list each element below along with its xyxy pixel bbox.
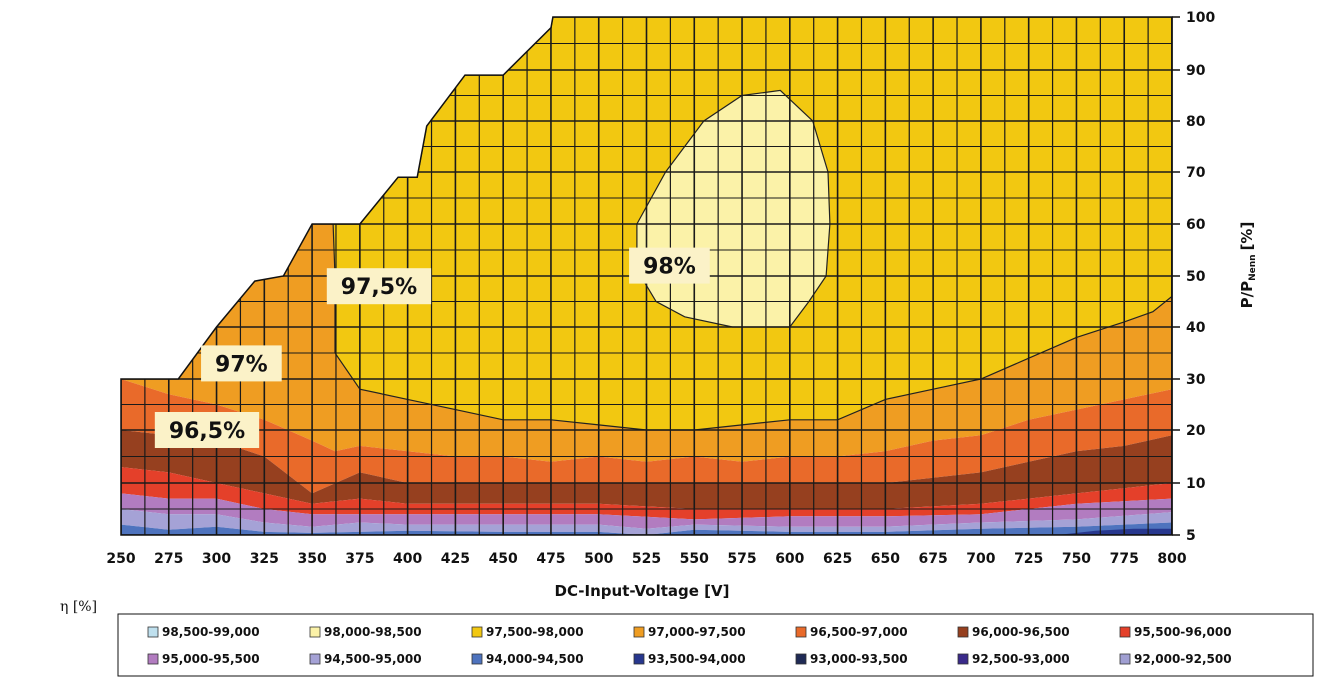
y-axis-title-sub: Nenn (1248, 254, 1258, 280)
legend-item: 93,500-94,000 (633, 652, 746, 666)
legend-label: 94,500-95,000 (324, 652, 422, 666)
legend-item: 95,000-95,500 (147, 652, 260, 666)
y-tick-label: 90 (1186, 63, 1206, 79)
legend-swatch (1119, 626, 1131, 638)
legend-item: 93,000-93,500 (795, 652, 908, 666)
y-tick-label: 20 (1186, 423, 1206, 439)
legend-label: 95,000-95,500 (162, 652, 260, 666)
legend-item: 95,500-96,000 (1119, 625, 1232, 639)
y-tick-label: 40 (1186, 320, 1206, 336)
legend-swatch (795, 626, 807, 638)
legend-swatch (633, 626, 645, 638)
svg-text:96,5%: 96,5% (169, 419, 245, 444)
legend-item: 94,000-94,500 (471, 652, 584, 666)
legend-swatch (471, 626, 483, 638)
x-tick-label: 625 (823, 551, 852, 567)
y-tick-label: 5 (1186, 528, 1196, 544)
legend-item: 96,500-97,000 (795, 625, 908, 639)
legend-item: 92,000-92,500 (1119, 652, 1232, 666)
x-tick-label: 550 (680, 551, 709, 567)
legend-item: 97,000-97,500 (633, 625, 746, 639)
legend-label: 97,500-98,000 (486, 625, 584, 639)
legend-swatch (147, 626, 159, 638)
legend-item: 98,500-99,000 (147, 625, 260, 639)
svg-text:98%: 98% (643, 255, 696, 280)
x-axis-title: DC-Input-Voltage [V] (555, 582, 730, 600)
y-tick-label: 60 (1186, 217, 1206, 233)
legend-swatch (309, 626, 321, 638)
x-tick-label: 350 (297, 551, 326, 567)
x-tick-label: 525 (632, 551, 661, 567)
x-tick-label: 700 (966, 551, 995, 567)
svg-text:P/PNenn[%]: P/PNenn [%] (1238, 222, 1258, 309)
legend-swatch (471, 653, 483, 665)
legend-label: 92,000-92,500 (1134, 652, 1232, 666)
legend-label: 95,500-96,000 (1134, 625, 1232, 639)
legend-item: 96,000-96,500 (957, 625, 1070, 639)
x-tick-label: 800 (1157, 551, 1186, 567)
contour-labels: 98% 97,5% 97% 96,5% (154, 247, 710, 448)
x-tick-label: 300 (202, 551, 231, 567)
y-axis-title-unit: [%] (1238, 222, 1256, 251)
legend-label: 96,000-96,500 (972, 625, 1070, 639)
legend-item: 92,500-93,000 (957, 652, 1070, 666)
x-tick-label: 250 (106, 551, 135, 567)
x-tick-label: 650 (871, 551, 900, 567)
contour-label-1: 98% (629, 247, 710, 284)
contour-label-3: 97% (201, 345, 282, 382)
contour-line-3 (636, 89, 831, 328)
legend-swatch (957, 653, 969, 665)
x-tick-label: 600 (775, 551, 804, 567)
x-tick-label: 775 (1110, 551, 1139, 567)
x-tick-label: 375 (345, 551, 374, 567)
legend-item: 98,000-98,500 (309, 625, 422, 639)
legend: 98,500-99,000 98,000-98,500 97,500-98,000 9… (147, 625, 1232, 666)
x-tick-label: 725 (1014, 551, 1043, 567)
svg-text:97,5%: 97,5% (341, 275, 417, 300)
contour-region-10 (1057, 528, 1172, 535)
legend-swatch (1119, 653, 1131, 665)
x-tick-label: 275 (154, 551, 183, 567)
legend-swatch (957, 626, 969, 638)
legend-label: 98,500-99,000 (162, 625, 260, 639)
legend-swatch (633, 653, 645, 665)
legend-label: 94,000-94,500 (486, 652, 584, 666)
y-tick-label: 30 (1186, 372, 1206, 388)
y-tick-label: 50 (1186, 269, 1206, 285)
y-tick-label: 100 (1186, 10, 1215, 26)
legend-label: 93,500-94,000 (648, 652, 746, 666)
svg-text:97%: 97% (215, 352, 268, 377)
x-tick-label: 675 (919, 551, 948, 567)
x-tick-label: 450 (489, 551, 518, 567)
legend-swatch (309, 653, 321, 665)
x-tick-label: 325 (250, 551, 279, 567)
contour-label-4: 96,5% (154, 412, 260, 448)
x-tick-label: 750 (1062, 551, 1091, 567)
y-tick-label: 70 (1186, 165, 1206, 181)
x-tick-label: 425 (441, 551, 470, 567)
legend-swatch (147, 653, 159, 665)
y-tick-label: 10 (1186, 476, 1206, 492)
y-axis-ticks: 5 10 20 30 40 50 60 70 80 90 100 (1172, 10, 1215, 544)
legend-label: 93,000-93,500 (810, 652, 908, 666)
contour-label-2: 97,5% (326, 268, 432, 305)
legend-item: 94,500-95,000 (309, 652, 422, 666)
y-axis-title: P/PNenn [%] (1238, 222, 1258, 309)
legend-label: 96,500-97,000 (810, 625, 908, 639)
x-tick-label: 575 (727, 551, 756, 567)
x-axis-ticks: 250 275 300 325 350 375 400 425 450 475 500 525 550 5… (106, 551, 1186, 567)
x-tick-label: 400 (393, 551, 422, 567)
y-axis-title-main: P/P (1238, 281, 1256, 308)
legend-label: 97,000-97,500 (648, 625, 746, 639)
legend-swatch (795, 653, 807, 665)
legend-label: 98,000-98,500 (324, 625, 422, 639)
y-tick-label: 80 (1186, 114, 1206, 130)
legend-label: 92,500-93,000 (972, 652, 1070, 666)
legend-item: 97,500-98,000 (471, 625, 584, 639)
x-tick-label: 475 (536, 551, 565, 567)
legend-box (117, 613, 1314, 677)
legend-title: η [%] (60, 599, 97, 615)
x-tick-label: 500 (584, 551, 613, 567)
